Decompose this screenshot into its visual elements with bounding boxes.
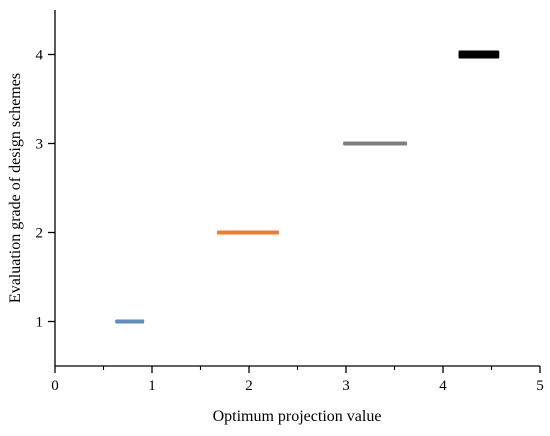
x-tick-label-1: 1	[148, 378, 156, 394]
grade-2-segment	[216, 230, 280, 235]
x-tick-label-2: 2	[245, 378, 253, 394]
x-axis-label: Optimum projection value	[213, 408, 382, 425]
x-tick-label-5: 5	[536, 378, 544, 394]
x-tick-label-3: 3	[342, 378, 350, 394]
series	[115, 50, 500, 324]
axes	[54, 10, 540, 367]
x-tick-label-4: 4	[439, 378, 447, 394]
ticks: 0 1 2 3 4 5 1 2 3 4	[36, 48, 544, 395]
y-tick-label-1: 2	[36, 226, 44, 242]
x-tick-label-0: 0	[51, 378, 59, 394]
y-tick-label-0: 1	[36, 315, 44, 331]
y-tick-label-2: 3	[36, 137, 44, 153]
y-axis-label: Evaluation grade of design schemes	[7, 73, 24, 303]
grade-3-segment	[343, 141, 408, 146]
y-tick-label-3: 4	[36, 48, 44, 64]
grade-4-segment	[458, 50, 500, 59]
grade-1-segment	[115, 319, 145, 324]
